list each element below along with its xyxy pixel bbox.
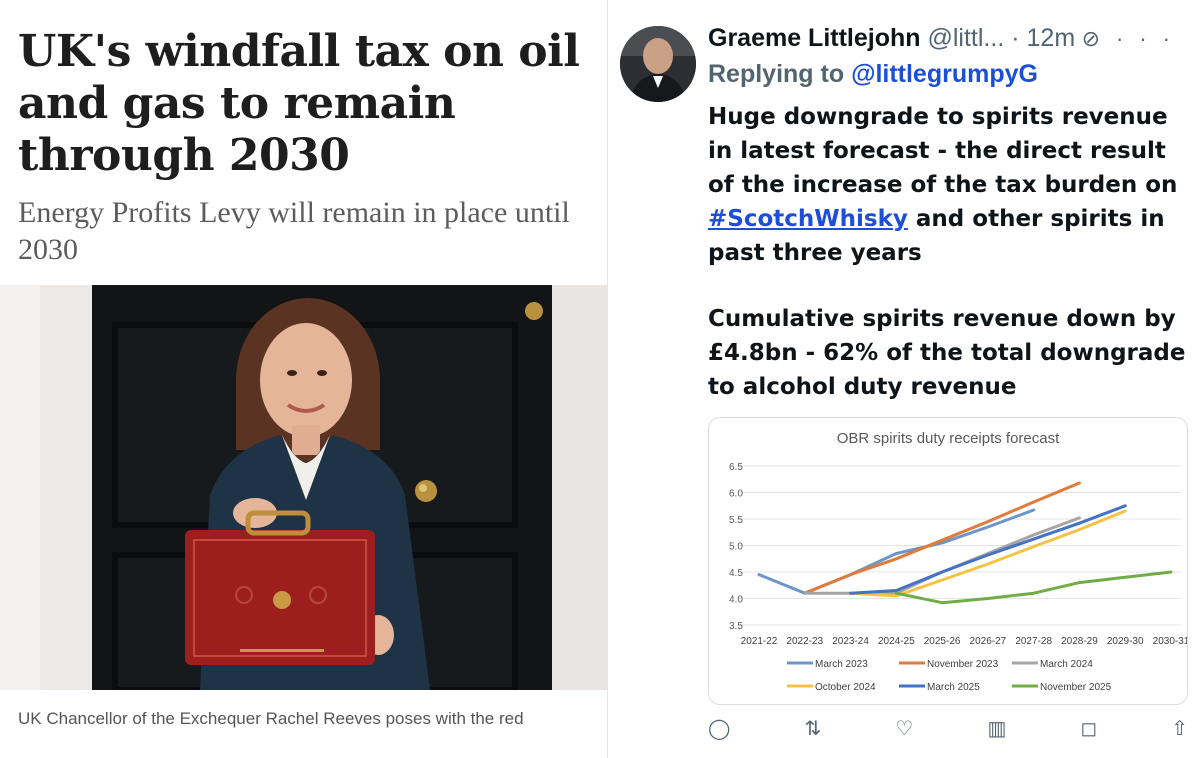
photo-caption: UK Chancellor of the Exchequer Rachel Re…: [18, 709, 524, 728]
x-tick-label: 2025-26: [924, 636, 961, 647]
tweet-panel: Graeme Littlejohn @littl... · 12m ⊘··· R…: [608, 0, 1200, 758]
series-line: [849, 509, 1127, 598]
bookmark-icon[interactable]: ◻: [1080, 718, 1098, 740]
line-chart: OBR spirits duty receipts forecast 6.5 6.0…: [729, 430, 1187, 693]
tweet-text-part-1: Huge downgrade to spirits revenue in lat…: [708, 104, 1178, 198]
y-tick-label: 6.0: [729, 489, 743, 500]
x-tick-label: 2024-25: [878, 636, 915, 647]
retweet-icon[interactable]: ⇅: [804, 718, 822, 740]
x-tick-label: 2026-27: [970, 636, 1007, 647]
article-photo: [0, 285, 607, 690]
chart-title: OBR spirits duty receipts forecast: [837, 430, 1060, 447]
tweet-header: Graeme Littlejohn @littl... · 12m: [708, 22, 1188, 54]
series-line: [803, 516, 1081, 595]
tweet-text: Huge downgrade to spirits revenue in lat…: [708, 100, 1192, 270]
y-tick-label: 4.5: [729, 568, 743, 579]
article-panel: UK's windfall tax on oil and gas to rema…: [0, 26, 607, 728]
header-icons: ⊘···: [1082, 26, 1186, 52]
x-tick-label: 2022-23: [786, 636, 823, 647]
legend-label: November 2025: [1040, 682, 1112, 693]
legend-label: March 2024: [1040, 659, 1093, 670]
series-line: [803, 481, 1081, 595]
legend-label: March 2023: [815, 659, 868, 670]
more-icon[interactable]: ···: [1116, 26, 1186, 51]
y-tick-label: 6.5: [729, 462, 743, 473]
reply-prefix: Replying to: [708, 60, 845, 88]
article-headline: UK's windfall tax on oil and gas to rema…: [18, 26, 580, 181]
series-line: [894, 570, 1173, 605]
author-name[interactable]: Graeme Littlejohn: [708, 24, 921, 52]
tweet-text-part-2: and other spirits in past three years: [708, 206, 1165, 266]
y-tick-label: 5.0: [729, 542, 743, 553]
reply-context: Replying to @littlegrumpyG: [708, 58, 1038, 90]
y-tick-label: 3.5: [729, 621, 743, 632]
x-tick-label: 2028-29: [1061, 636, 1098, 647]
avatar[interactable]: [620, 26, 696, 102]
series-line: [849, 504, 1127, 595]
x-tick-label: 2027-28: [1015, 636, 1052, 647]
tweet-time[interactable]: · 12m: [1011, 24, 1076, 52]
x-tick-label: 2023-24: [832, 636, 869, 647]
legend-label: October 2024: [815, 682, 876, 693]
x-tick-label: 2029-30: [1107, 636, 1144, 647]
grok-icon[interactable]: ⊘: [1081, 26, 1117, 51]
like-icon[interactable]: ♡: [895, 718, 914, 740]
panel-divider: [607, 0, 608, 758]
share-icon[interactable]: ⇧: [1171, 718, 1188, 740]
legend-label: March 2025: [927, 682, 980, 693]
y-tick-label: 5.5: [729, 515, 743, 526]
author-handle[interactable]: @littl...: [927, 24, 1005, 52]
tweet-text-second-paragraph: Cumulative spirits revenue down by £4.8b…: [708, 306, 1186, 400]
article-standfirst: Energy Profits Levy will remain in place…: [18, 196, 570, 266]
x-tick-label: 2021-22: [741, 636, 778, 647]
legend-label: November 2023: [927, 659, 999, 670]
views-icon[interactable]: ▥: [987, 718, 1007, 740]
chart-card[interactable]: OBR spirits duty receipts forecast 6.5 6.0…: [708, 417, 1188, 705]
reply-icon[interactable]: ◯: [708, 718, 731, 740]
y-tick-label: 4.0: [729, 595, 743, 606]
x-tick-label: 2030-31: [1153, 636, 1187, 647]
reply-to-link[interactable]: @littlegrumpyG: [851, 60, 1038, 88]
hashtag-link[interactable]: #ScotchWhisky: [708, 206, 908, 232]
tweet-action-bar: ◯ ⇅ ♡ ▥ ◻ ⇧: [708, 716, 1188, 746]
